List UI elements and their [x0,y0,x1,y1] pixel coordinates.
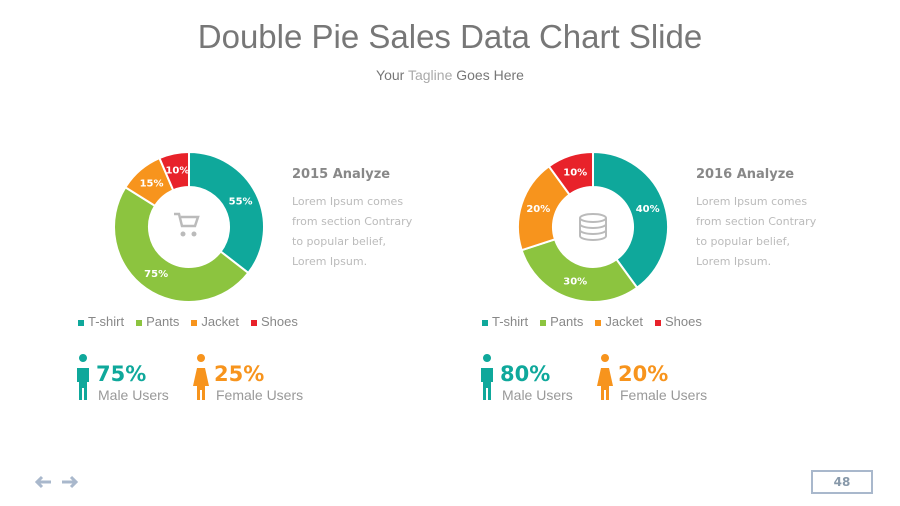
legend-item: Jacket [191,314,239,329]
legend-marker [482,319,488,326]
slice-label: 40% [636,204,660,215]
slice-label: 15% [140,178,164,189]
pie-slice [592,150,669,290]
legend-label: Shoes [664,314,702,329]
analyze-title: 2015 Analyze [292,167,391,182]
pie-slice [520,238,639,303]
nav-arrows[interactable] [34,475,79,489]
legend-item: T-shirt [78,314,124,329]
description: Lorem Ipsum comes from section Contrary … [292,195,413,268]
pie-slice [547,150,594,197]
user-label: Female Users [216,387,304,403]
legend-label: Pants [146,314,180,329]
pie-slice [188,150,265,275]
description: Lorem Ipsum comes from section Contrary … [696,195,817,268]
user-stat: 20% [618,362,669,386]
legend-marker [191,319,198,326]
slice-label: 30% [563,277,587,288]
legend: T-shirt Pants Jacket Shoes [482,314,702,329]
male-icon [77,354,89,400]
legend-label: Pants [550,314,584,329]
male-icon [481,354,493,400]
legend-label: Shoes [260,314,298,329]
cart-icon [174,212,200,237]
legend-item: Jacket [595,314,643,329]
slide-title: Double Pie Sales Data Chart Slide [197,18,703,55]
tagline-part: Your [376,67,405,83]
legend-item: Shoes [250,314,298,329]
legend-label: T-shirt [492,314,529,329]
pie-slice [113,185,250,303]
tagline-part: Goes Here [456,67,524,83]
legend-marker [136,319,143,326]
user-stat: 80% [500,362,551,386]
pie-slice [158,150,190,192]
legend-item: Pants [136,314,179,329]
legend-item: Pants [540,314,583,329]
female-icon [193,354,209,400]
slice-label: 55% [229,197,253,208]
legend-marker [654,319,661,326]
legend: T-shirt Pants Jacket Shoes [78,314,298,329]
tagline: Your Tagline Goes Here [0,67,900,83]
database-icon [579,213,607,241]
user-stat: 75% [96,362,147,386]
legend-label: Jacket [605,314,643,329]
analyze-title: 2016 Analyze [696,167,795,182]
legend-marker [78,319,84,326]
user-stat: 25% [214,362,265,386]
legend-label: Jacket [201,314,239,329]
legend-marker [595,319,602,326]
legend-label: T-shirt [88,314,125,329]
legend-marker [540,319,547,326]
legend-item: T-shirt [482,314,528,329]
user-label: Male Users [98,387,169,403]
tagline-part: Tagline [407,67,453,83]
legend-item: Shoes [654,314,702,329]
legend-marker [250,319,257,326]
slice-label: 75% [144,269,168,280]
slice-label: 10% [563,167,587,178]
slice-label: 10% [165,166,189,177]
user-label: Female Users [620,387,708,403]
user-label: Male Users [502,387,573,403]
female-icon [597,354,613,400]
page-number: 48 [811,470,873,494]
slice-label: 20% [526,204,550,215]
